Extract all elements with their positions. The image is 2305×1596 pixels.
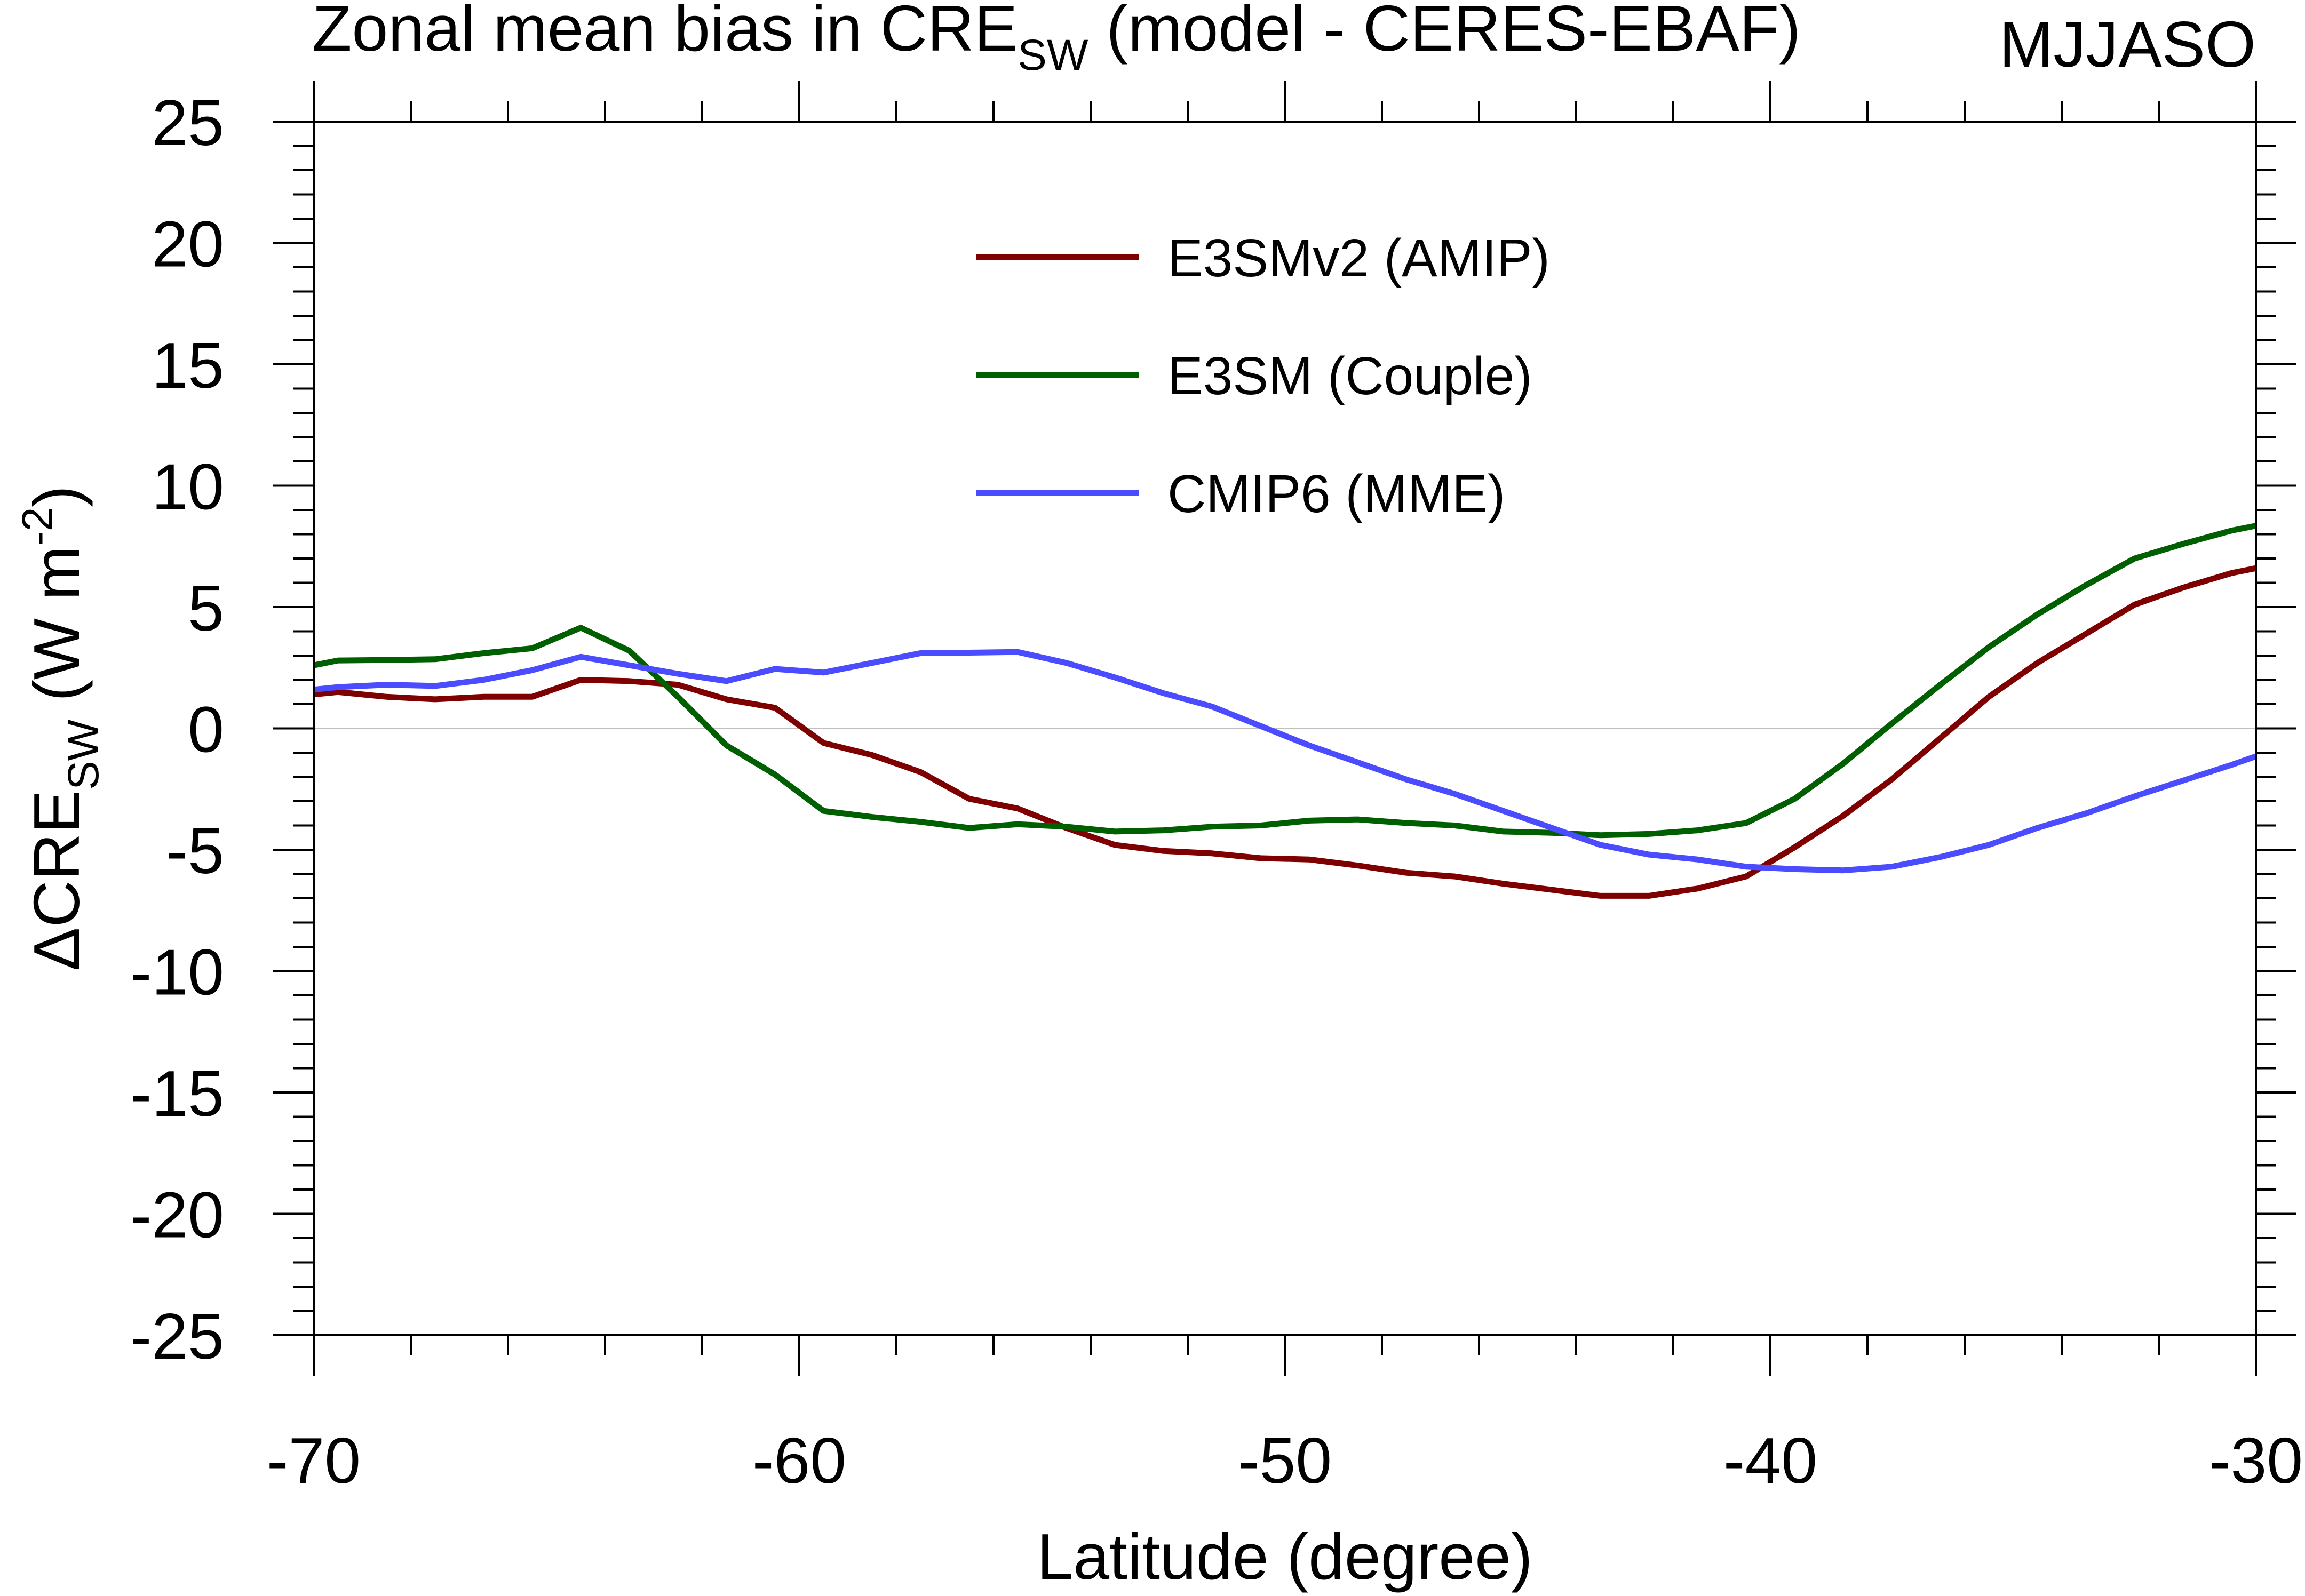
y-tick-label: -25	[130, 1300, 224, 1372]
chart-title: Zonal mean bias in CRESW (model - CERES-…	[312, 0, 1801, 79]
x-tick-label: -50	[1238, 1424, 1332, 1497]
y-tick-label: -10	[130, 936, 224, 1009]
series-line-3	[313, 649, 2257, 874]
y-tick-label: 10	[152, 451, 224, 523]
y-tick-label: -5	[166, 815, 224, 887]
series-line-2	[313, 523, 2257, 839]
season-label: MJJASO	[1999, 8, 2256, 81]
y-axis-title-close: )	[20, 485, 93, 507]
y-axis-title: ΔCRESW (W m-2)	[13, 485, 108, 971]
y-axis-title-prefix: ΔCRE	[20, 790, 93, 971]
y-tick-label: 0	[188, 693, 224, 766]
series-group	[313, 523, 2257, 899]
legend-label-2: E3SM (Couple)	[1167, 346, 1532, 406]
x-tick-label: -70	[267, 1424, 361, 1497]
y-axis-title-suffix: (W m	[20, 546, 93, 720]
tick-marks	[273, 81, 2296, 1376]
series-line-1	[313, 565, 2257, 899]
x-tick-label: -30	[2209, 1424, 2303, 1497]
legend: E3SMv2 (AMIP) E3SM (Couple) CMIP6 (MME)	[976, 228, 1550, 524]
x-tick-label: -60	[752, 1424, 846, 1497]
x-tick-label: -40	[1723, 1424, 1817, 1497]
y-tick-label: 25	[152, 86, 224, 159]
y-tick-label: -15	[130, 1057, 224, 1130]
legend-label-3: CMIP6 (MME)	[1167, 464, 1505, 524]
y-axis-title-subscript: SW	[59, 719, 108, 790]
y-tick-label: -20	[130, 1179, 224, 1251]
chart-title-prefix: Zonal mean bias in CRE	[312, 0, 1018, 65]
chart-title-suffix: (model - CERES-EBAF)	[1088, 0, 1800, 65]
y-tick-label: 15	[152, 329, 224, 402]
x-axis-title: Latitude (degree)	[1037, 1520, 1532, 1593]
chart-title-subscript: SW	[1018, 31, 1088, 79]
y-tick-label: 5	[188, 572, 224, 644]
y-tick-label: 20	[152, 208, 224, 281]
legend-label-1: E3SMv2 (AMIP)	[1167, 228, 1550, 288]
y-axis-title-superscript: -2	[13, 507, 62, 546]
